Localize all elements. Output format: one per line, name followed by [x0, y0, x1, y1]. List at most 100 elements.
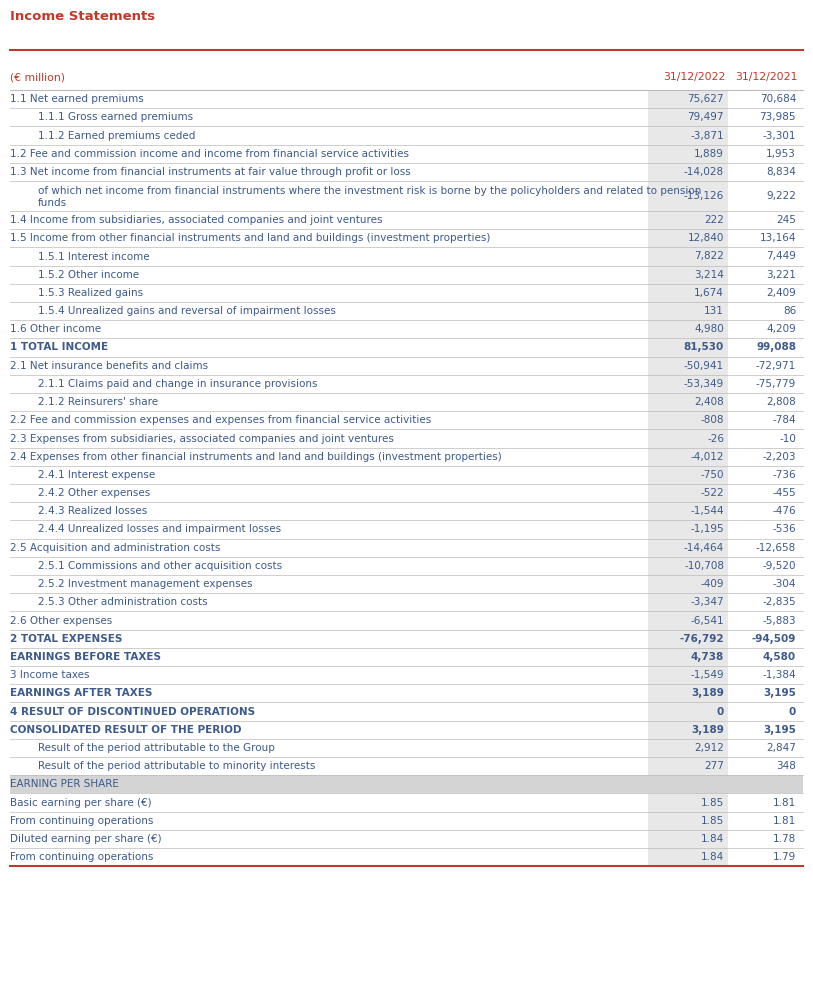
Text: 1.5.1 Interest income: 1.5.1 Interest income: [38, 252, 150, 262]
Text: 1.4 Income from subsidiaries, associated companies and joint ventures: 1.4 Income from subsidiaries, associated…: [10, 215, 382, 225]
Text: 4,738: 4,738: [691, 652, 724, 662]
Text: 348: 348: [776, 762, 796, 772]
Text: -14,028: -14,028: [684, 167, 724, 177]
Text: CONSOLIDATED RESULT OF THE PERIOD: CONSOLIDATED RESULT OF THE PERIOD: [10, 724, 241, 734]
Text: -5,883: -5,883: [763, 615, 796, 625]
Text: -76,792: -76,792: [680, 633, 724, 643]
Text: 2.1.1 Claims paid and change in insurance provisions: 2.1.1 Claims paid and change in insuranc…: [38, 379, 318, 389]
Text: 2.4.4 Unrealized losses and impairment losses: 2.4.4 Unrealized losses and impairment l…: [38, 524, 281, 534]
Text: 4,580: 4,580: [763, 652, 796, 662]
Text: 1.81: 1.81: [772, 798, 796, 808]
Bar: [648, 266, 728, 284]
Text: -9,520: -9,520: [763, 561, 796, 571]
Text: 1.78: 1.78: [772, 834, 796, 844]
Text: Diluted earning per share (€): Diluted earning per share (€): [10, 834, 162, 844]
Text: -75,779: -75,779: [756, 379, 796, 389]
Bar: [648, 229, 728, 247]
Text: -4,012: -4,012: [690, 452, 724, 462]
Text: From continuing operations: From continuing operations: [10, 852, 154, 862]
Text: 2,408: 2,408: [694, 397, 724, 407]
Text: 1.5.3 Realized gains: 1.5.3 Realized gains: [38, 288, 143, 298]
Bar: [648, 448, 728, 466]
Text: 2.1 Net insurance benefits and claims: 2.1 Net insurance benefits and claims: [10, 361, 208, 371]
Bar: [648, 466, 728, 484]
Text: 4 RESULT OF DISCONTINUED OPERATIONS: 4 RESULT OF DISCONTINUED OPERATIONS: [10, 706, 255, 716]
Text: 2.3 Expenses from subsidiaries, associated companies and joint ventures: 2.3 Expenses from subsidiaries, associat…: [10, 434, 393, 444]
Text: 75,627: 75,627: [688, 94, 724, 104]
Text: Basic earning per share (€): Basic earning per share (€): [10, 798, 152, 808]
Text: 4,980: 4,980: [694, 325, 724, 335]
Bar: [648, 684, 728, 702]
Bar: [648, 375, 728, 393]
Text: -808: -808: [701, 415, 724, 425]
Text: -72,971: -72,971: [756, 361, 796, 371]
Bar: [648, 666, 728, 684]
Text: 1.5 Income from other financial instruments and land and buildings (investment p: 1.5 Income from other financial instrume…: [10, 233, 490, 243]
Text: 277: 277: [704, 762, 724, 772]
Text: 1.1.2 Earned premiums ceded: 1.1.2 Earned premiums ceded: [38, 130, 195, 140]
Text: 9,222: 9,222: [766, 191, 796, 201]
Text: 2.2 Fee and commission expenses and expenses from financial service activities: 2.2 Fee and commission expenses and expe…: [10, 415, 431, 425]
Text: (€ million): (€ million): [10, 72, 65, 82]
Text: -13,126: -13,126: [684, 191, 724, 201]
Text: -10,708: -10,708: [684, 561, 724, 571]
Text: 1 TOTAL INCOME: 1 TOTAL INCOME: [10, 343, 108, 353]
Text: 3,189: 3,189: [691, 688, 724, 698]
Bar: [648, 90, 728, 108]
Text: From continuing operations: From continuing operations: [10, 816, 154, 826]
Bar: [648, 126, 728, 144]
Text: -10: -10: [779, 434, 796, 444]
Text: -94,509: -94,509: [752, 633, 796, 643]
Text: EARNINGS AFTER TAXES: EARNINGS AFTER TAXES: [10, 688, 152, 698]
Text: 222: 222: [704, 215, 724, 225]
Bar: [648, 611, 728, 629]
Bar: [648, 720, 728, 738]
Text: 1,889: 1,889: [694, 148, 724, 158]
Text: 1.5.4 Unrealized gains and reversal of impairment losses: 1.5.4 Unrealized gains and reversal of i…: [38, 306, 336, 316]
Text: 245: 245: [776, 215, 796, 225]
Bar: [648, 830, 728, 848]
Bar: [648, 502, 728, 520]
Text: 3,195: 3,195: [763, 688, 796, 698]
Text: 70,684: 70,684: [759, 94, 796, 104]
Bar: [648, 181, 728, 211]
Bar: [648, 812, 728, 830]
Bar: [648, 411, 728, 430]
Bar: [648, 794, 728, 812]
Text: 2.5.1 Commissions and other acquisition costs: 2.5.1 Commissions and other acquisition …: [38, 561, 282, 571]
Text: -522: -522: [700, 488, 724, 498]
Bar: [648, 430, 728, 448]
Text: 4,209: 4,209: [766, 325, 796, 335]
Text: 79,497: 79,497: [688, 112, 724, 122]
Text: 3 Income taxes: 3 Income taxes: [10, 670, 89, 680]
Bar: [648, 247, 728, 266]
Text: 2.4 Expenses from other financial instruments and land and buildings (investment: 2.4 Expenses from other financial instru…: [10, 452, 502, 462]
Text: 2,409: 2,409: [766, 288, 796, 298]
Text: 7,449: 7,449: [766, 252, 796, 262]
Text: 2.6 Other expenses: 2.6 Other expenses: [10, 615, 112, 625]
Text: 31/12/2022: 31/12/2022: [663, 72, 726, 82]
Bar: [648, 302, 728, 321]
Text: 2.5.2 Investment management expenses: 2.5.2 Investment management expenses: [38, 579, 253, 589]
Text: 131: 131: [704, 306, 724, 316]
Text: -14,464: -14,464: [684, 543, 724, 553]
Text: -3,301: -3,301: [763, 130, 796, 140]
Text: -50,941: -50,941: [684, 361, 724, 371]
Text: 0: 0: [789, 706, 796, 716]
Text: 1.3 Net income from financial instruments at fair value through profit or loss: 1.3 Net income from financial instrument…: [10, 167, 411, 177]
Text: -784: -784: [772, 415, 796, 425]
Text: -476: -476: [772, 506, 796, 516]
Text: -2,835: -2,835: [763, 597, 796, 607]
Text: 13,164: 13,164: [759, 233, 796, 243]
Text: 1.1 Net earned premiums: 1.1 Net earned premiums: [10, 94, 144, 104]
Text: 3,195: 3,195: [763, 724, 796, 734]
Bar: [648, 339, 728, 357]
Text: 0: 0: [717, 706, 724, 716]
Text: -1,384: -1,384: [763, 670, 796, 680]
Bar: [648, 575, 728, 593]
Text: 1.5.2 Other income: 1.5.2 Other income: [38, 270, 139, 280]
Bar: [648, 284, 728, 302]
Text: 2.5.3 Other administration costs: 2.5.3 Other administration costs: [38, 597, 207, 607]
Bar: [648, 848, 728, 866]
Text: 1.6 Other income: 1.6 Other income: [10, 325, 101, 335]
